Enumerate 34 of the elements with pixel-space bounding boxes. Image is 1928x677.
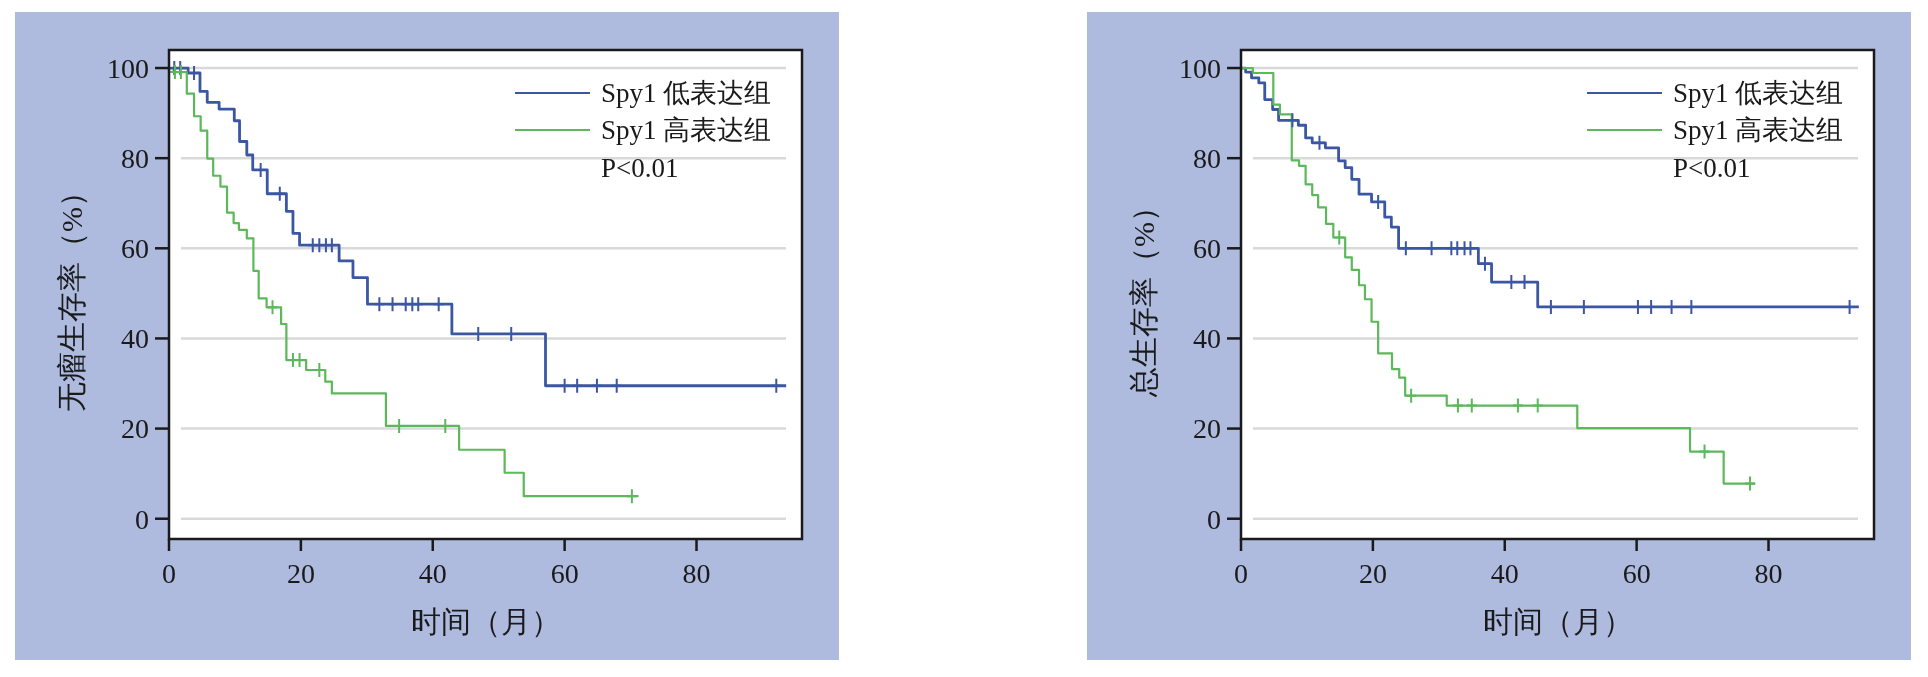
x-tick-label: 60 [1622,557,1651,589]
y-tick-label: 80 [121,142,149,174]
legend: Spy1 低表达组 Spy1 高表达组 [514,78,772,146]
x-tick-label: 0 [162,557,176,589]
x-tick-label: 0 [1234,557,1248,589]
legend: Spy1 低表达组 Spy1 高表达组 [1586,78,1844,146]
legend-label: Spy1 高表达组 [601,115,772,146]
legend-label: Spy1 低表达组 [601,78,772,109]
x-tick-label: 80 [1754,557,1783,589]
x-tick-label: 20 [286,557,315,589]
y-axis-title: 无瘤生存率（%） [54,177,88,412]
legend-label: Spy1 高表达组 [1673,115,1844,146]
y-tick-label: 40 [1193,323,1221,355]
x-tick-label: 40 [418,557,447,589]
x-axis-title: 时间（月） [410,604,561,638]
x-tick-label: 60 [550,557,579,589]
y-tick-label: 60 [1193,233,1221,265]
y-tick-label: 20 [121,413,149,445]
y-tick-label: 80 [1193,142,1221,174]
y-tick-label: 100 [1179,52,1221,84]
x-tick-label: 40 [1490,557,1519,589]
x-axis-title: 时间（月） [1482,604,1633,638]
annotation: P<0.01 [601,153,679,184]
y-tick-label: 60 [121,233,149,265]
x-tick-label: 80 [682,557,711,589]
y-tick-label: 100 [107,52,149,84]
annotation: P<0.01 [1673,153,1751,184]
y-tick-label: 20 [1193,413,1221,445]
legend-label: Spy1 低表达组 [1673,78,1844,109]
y-tick-label: 40 [121,323,149,355]
x-tick-label: 20 [1358,557,1387,589]
y-tick-label: 0 [135,503,149,535]
y-tick-label: 0 [1207,503,1221,535]
y-axis-title: 总生存率（%） [1126,192,1160,398]
